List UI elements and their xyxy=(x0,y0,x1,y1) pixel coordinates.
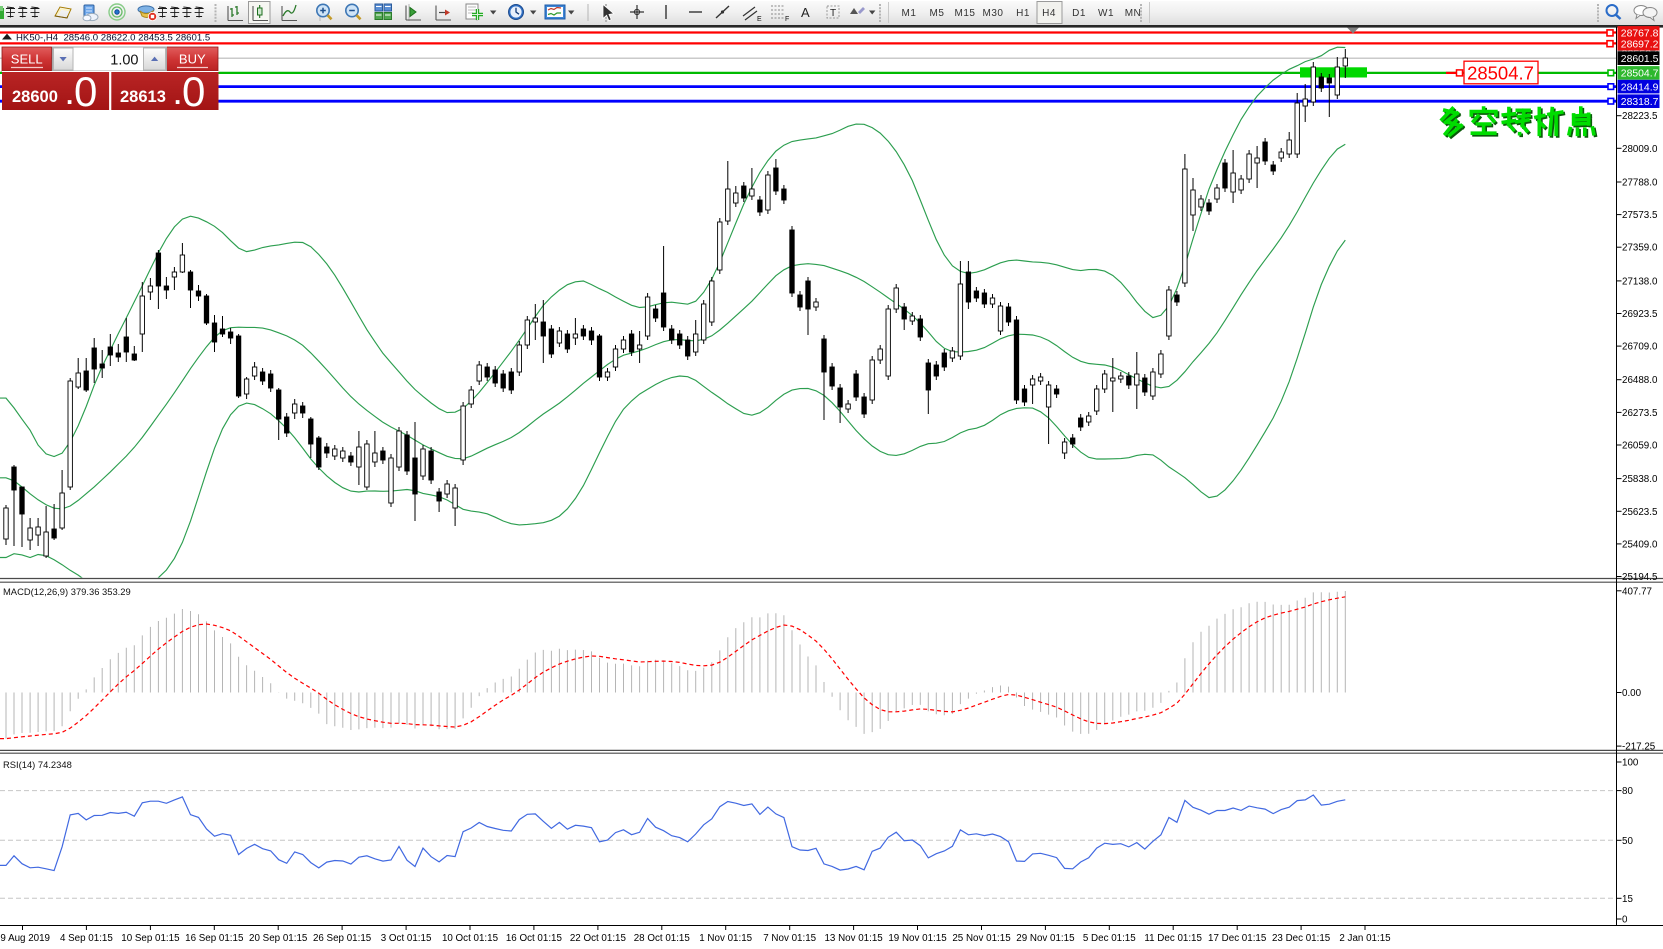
svg-text:17 Dec 01:15: 17 Dec 01:15 xyxy=(1208,933,1267,944)
svg-text:4 Sep 01:15: 4 Sep 01:15 xyxy=(60,933,113,944)
svg-text:11 Dec 01:15: 11 Dec 01:15 xyxy=(1144,933,1202,944)
svg-text:2 Jan 01:15: 2 Jan 01:15 xyxy=(1339,933,1391,944)
svg-text:407.77: 407.77 xyxy=(1622,586,1652,597)
svg-text:10 Oct 01:15: 10 Oct 01:15 xyxy=(442,933,499,944)
svg-text:HK50-,H4 28546.0 28622.0 2845: HK50-,H4 28546.0 28622.0 28453.5 28601.5 xyxy=(16,33,210,44)
svg-text:25838.0: 25838.0 xyxy=(1622,474,1658,485)
svg-text:SELL: SELL xyxy=(11,51,43,66)
svg-text:27138.0: 27138.0 xyxy=(1622,276,1658,287)
svg-text:-217.25: -217.25 xyxy=(1622,742,1656,753)
svg-text:RSI(14) 74.2348: RSI(14) 74.2348 xyxy=(3,759,72,770)
svg-text:10 Sep 01:15: 10 Sep 01:15 xyxy=(121,933,180,944)
svg-text:29 Nov 01:15: 29 Nov 01:15 xyxy=(1016,933,1075,944)
svg-text:16 Sep 01:15: 16 Sep 01:15 xyxy=(185,933,244,944)
svg-text:1 Nov 01:15: 1 Nov 01:15 xyxy=(699,933,752,944)
svg-text:1.00: 1.00 xyxy=(110,52,138,68)
svg-text:13 Nov 01:15: 13 Nov 01:15 xyxy=(824,933,883,944)
svg-text:28504.7: 28504.7 xyxy=(1621,69,1659,80)
svg-text:26709.0: 26709.0 xyxy=(1622,342,1658,353)
svg-text:H1: H1 xyxy=(1016,8,1030,19)
svg-text:25 Nov 01:15: 25 Nov 01:15 xyxy=(952,933,1011,944)
svg-text:25194.5: 25194.5 xyxy=(1622,572,1658,583)
svg-text:27788.0: 27788.0 xyxy=(1622,177,1658,188)
svg-text:28504.7: 28504.7 xyxy=(1467,63,1534,84)
svg-text:27359.0: 27359.0 xyxy=(1622,243,1658,254)
svg-text:E: E xyxy=(757,16,762,23)
svg-text:28767.8: 28767.8 xyxy=(1621,29,1659,40)
svg-text:29 Aug 2019: 29 Aug 2019 xyxy=(0,933,50,944)
svg-text:7 Nov 01:15: 7 Nov 01:15 xyxy=(763,933,816,944)
svg-text:100: 100 xyxy=(1622,758,1639,769)
svg-text:26273.5: 26273.5 xyxy=(1622,408,1658,419)
svg-text:T: T xyxy=(830,8,836,19)
svg-text:BUY: BUY xyxy=(179,51,206,66)
svg-text:MN: MN xyxy=(1125,8,1142,19)
svg-text:A: A xyxy=(801,5,810,20)
svg-text:28601.5: 28601.5 xyxy=(1621,54,1659,65)
svg-text:28613: 28613 xyxy=(120,88,166,106)
svg-text:25409.0: 25409.0 xyxy=(1622,539,1658,550)
svg-text:0: 0 xyxy=(1622,915,1628,926)
svg-text:.: . xyxy=(66,80,73,110)
svg-text:20 Sep 01:15: 20 Sep 01:15 xyxy=(249,933,308,944)
svg-text:26 Sep 01:15: 26 Sep 01:15 xyxy=(313,933,372,944)
svg-text:19 Nov 01:15: 19 Nov 01:15 xyxy=(888,933,947,944)
svg-text:28223.5: 28223.5 xyxy=(1622,111,1658,122)
svg-text:M5: M5 xyxy=(930,8,945,19)
svg-text:MACD(12,26,9) 379.36 353.29: MACD(12,26,9) 379.36 353.29 xyxy=(3,586,131,597)
svg-text:27573.5: 27573.5 xyxy=(1622,210,1658,221)
svg-text:M15: M15 xyxy=(955,8,976,19)
svg-text:0.00: 0.00 xyxy=(1622,688,1642,699)
svg-text:28414.9: 28414.9 xyxy=(1621,82,1659,93)
svg-text:50: 50 xyxy=(1622,836,1633,847)
svg-text:F: F xyxy=(785,16,789,23)
svg-text:0: 0 xyxy=(74,68,97,115)
svg-text:26923.5: 26923.5 xyxy=(1622,309,1658,320)
svg-text:3 Oct 01:15: 3 Oct 01:15 xyxy=(381,933,432,944)
svg-text:26059.0: 26059.0 xyxy=(1622,441,1658,452)
svg-text:16 Oct 01:15: 16 Oct 01:15 xyxy=(506,933,563,944)
svg-text:5 Dec 01:15: 5 Dec 01:15 xyxy=(1083,933,1136,944)
svg-text:15: 15 xyxy=(1622,894,1633,905)
svg-text:28697.2: 28697.2 xyxy=(1621,40,1659,51)
svg-text:28318.7: 28318.7 xyxy=(1621,97,1659,108)
svg-text:28009.0: 28009.0 xyxy=(1622,144,1658,155)
svg-text:D1: D1 xyxy=(1072,8,1086,19)
svg-text:W1: W1 xyxy=(1098,8,1114,19)
svg-text:25623.5: 25623.5 xyxy=(1622,507,1658,518)
svg-text:23 Dec 01:15: 23 Dec 01:15 xyxy=(1272,933,1331,944)
svg-text:H4: H4 xyxy=(1042,8,1056,19)
svg-text:M30: M30 xyxy=(983,8,1004,19)
svg-text:80: 80 xyxy=(1622,786,1633,797)
svg-text:28 Oct 01:15: 28 Oct 01:15 xyxy=(634,933,691,944)
svg-text:0: 0 xyxy=(182,68,205,115)
svg-text:22 Oct 01:15: 22 Oct 01:15 xyxy=(570,933,627,944)
svg-text:26488.0: 26488.0 xyxy=(1622,375,1658,386)
svg-text:M1: M1 xyxy=(902,8,917,19)
svg-text:28600: 28600 xyxy=(12,88,58,106)
svg-text:.: . xyxy=(174,80,181,110)
